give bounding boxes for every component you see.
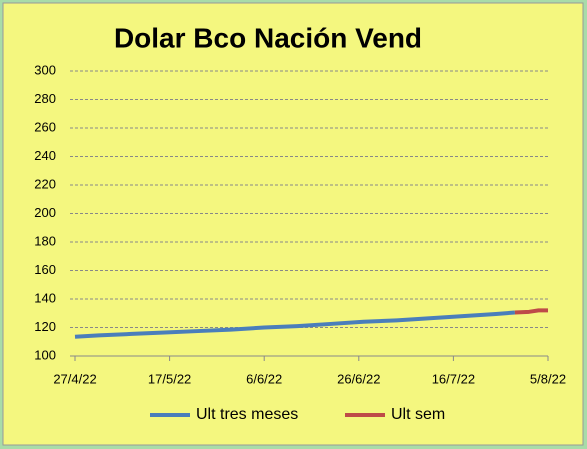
- series-line: [514, 308, 548, 315]
- y-tick-label: 280: [34, 91, 56, 106]
- legend-label: Ult sem: [391, 406, 445, 423]
- y-tick-label: 260: [34, 119, 56, 134]
- x-tick-label: 27/4/22: [53, 371, 96, 386]
- y-tick-label: 220: [34, 176, 56, 191]
- y-tick-label: 200: [34, 205, 56, 220]
- x-tick-label: 16/7/22: [432, 371, 475, 386]
- x-tick-label: 17/5/22: [148, 371, 191, 386]
- y-tick-label: 160: [34, 262, 56, 277]
- chart-title: Dolar Bco Nación Vend: [114, 22, 422, 53]
- y-tick-label: 120: [34, 319, 56, 334]
- x-tick-label: 26/6/22: [337, 371, 380, 386]
- y-tick-label: 100: [34, 347, 56, 362]
- x-tick-label: 6/6/22: [246, 371, 282, 386]
- y-tick-label: 180: [34, 233, 56, 248]
- legend-label: Ult tres meses: [196, 406, 298, 423]
- x-tick-label: 5/8/22: [530, 371, 566, 386]
- y-tick-label: 300: [34, 62, 56, 77]
- y-tick-label: 140: [34, 290, 56, 305]
- series-line: [74, 310, 516, 339]
- y-tick-label: 240: [34, 148, 56, 163]
